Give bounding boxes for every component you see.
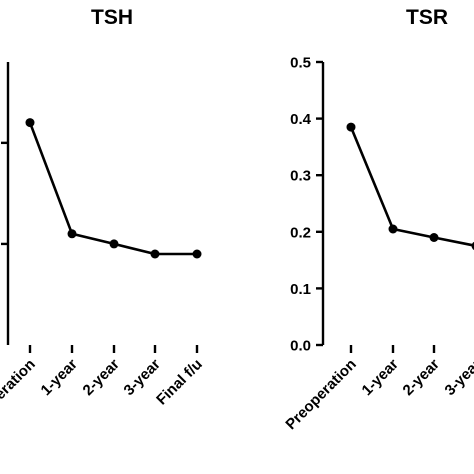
chart-title: TSH (91, 6, 133, 29)
data-point (346, 122, 356, 132)
y-tick-label: 0.3 (290, 168, 311, 185)
data-point (25, 118, 35, 128)
y-tick-label: 0.4 (290, 111, 312, 128)
tsr-panel: TSR 0.0 0.1 0.2 0.3 0.4 0.5 Preoperation1-year2… (282, 6, 474, 433)
x-tick-label: Preoperation (0, 356, 39, 433)
x-tick-label: 3-year (442, 356, 474, 399)
x-tick-label: 2-year (80, 356, 123, 399)
data-point (388, 224, 398, 234)
x-tick-label: 1-year (359, 356, 402, 399)
x-tick-label: Preoperation (282, 356, 359, 433)
data-point (109, 239, 119, 249)
series-line (28, 122, 197, 256)
y-tick-label: 0.5 (290, 55, 311, 72)
series-line (349, 126, 474, 247)
x-tick-label: Final f/u (153, 356, 206, 409)
chart-title: TSR (406, 6, 448, 29)
data-point (192, 249, 202, 259)
data-point (67, 229, 77, 239)
data-point (150, 249, 160, 259)
data-point (471, 241, 474, 250)
y-tick-label: 0.0 (290, 338, 311, 355)
y-tick-label: 0.1 (290, 281, 311, 298)
y-tick-label: 0.2 (290, 224, 311, 241)
data-point (429, 233, 439, 242)
x-tick-label: 2-year (400, 356, 443, 399)
x-tick-label: 1-year (38, 356, 81, 399)
